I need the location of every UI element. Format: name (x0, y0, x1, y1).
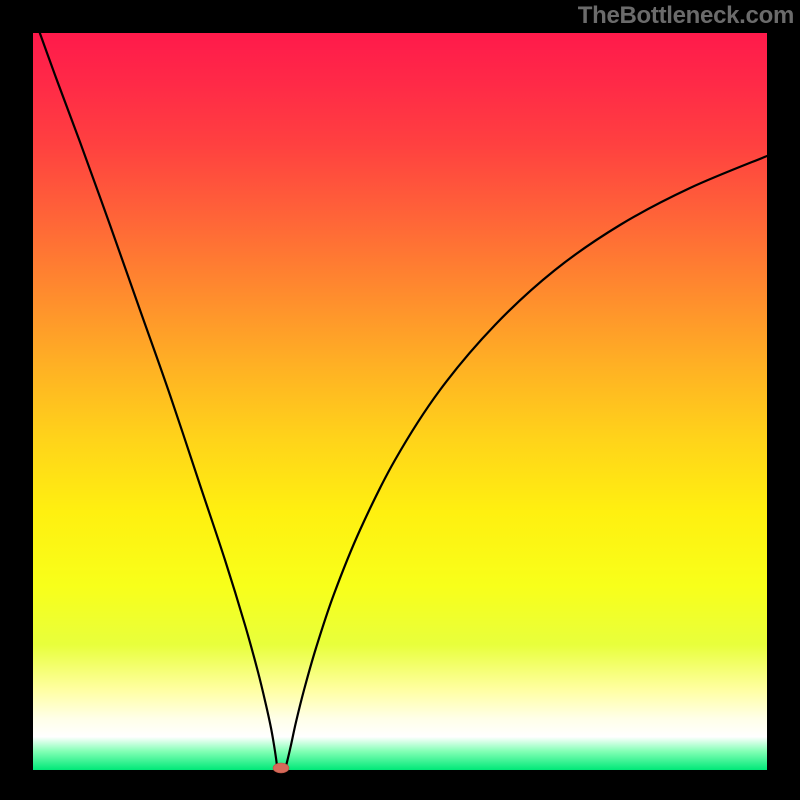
watermark-text: TheBottleneck.com (578, 2, 794, 30)
bottleneck-chart (0, 0, 800, 800)
optimal-point-marker (273, 763, 289, 773)
plot-area (33, 33, 767, 770)
chart-container: TheBottleneck.com (0, 0, 800, 800)
